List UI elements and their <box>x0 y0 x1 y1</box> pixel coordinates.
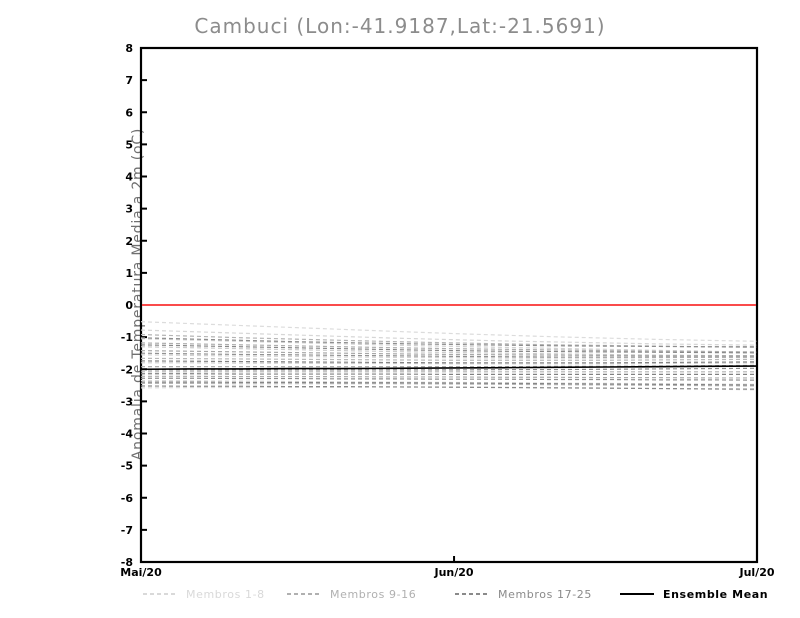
y-tick-label: 8 <box>125 42 133 55</box>
legend-swatch-icon <box>455 593 489 595</box>
ensemble-member-line <box>140 357 758 361</box>
y-tick-label: -5 <box>121 460 133 473</box>
legend-label: Ensemble Mean <box>663 587 769 601</box>
y-tick-label: 0 <box>125 299 133 312</box>
ensemble-member-line <box>140 354 758 359</box>
ensemble-member-line <box>141 362 758 365</box>
y-tick-label: 6 <box>125 106 133 119</box>
y-tick-label: -3 <box>121 395 133 408</box>
legend-label: Membros 1-8 <box>186 587 265 601</box>
x-tick-label: Jul/20 <box>738 566 774 579</box>
legend-swatch-icon <box>143 593 177 595</box>
y-tick-label: -1 <box>121 331 133 344</box>
ensemble-member-line <box>140 329 758 346</box>
ensemble-mean-line <box>140 365 758 371</box>
y-tick-label: 1 <box>125 267 133 280</box>
legend-item[interactable]: Membros 9-16 <box>287 585 416 603</box>
legend-label: Membros 17-25 <box>498 587 592 601</box>
ensemble-member-line <box>141 375 757 379</box>
ensemble-member-line <box>140 342 758 353</box>
legend-item[interactable]: Membros 17-25 <box>455 585 592 603</box>
ensemble-member-line <box>140 337 757 348</box>
legend-swatch-icon <box>287 593 321 595</box>
chart-title: Cambuci (Lon:-41.9187,Lat:-21.5691) <box>194 14 606 38</box>
legend-item[interactable]: Ensemble Mean <box>620 585 768 603</box>
y-tick-label: 2 <box>125 235 133 248</box>
ensemble-member-line <box>140 346 758 357</box>
ensemble-member-line <box>140 321 758 342</box>
y-tick-label: 4 <box>125 171 133 184</box>
y-tick-label: 3 <box>125 203 133 216</box>
y-tick-label: -8 <box>121 556 133 569</box>
ensemble-member-line <box>140 344 758 354</box>
ensemble-member-line <box>140 360 758 364</box>
x-tick-label: Mai/20 <box>120 566 162 579</box>
ensemble-member-line <box>141 377 758 381</box>
ensemble-member-line <box>140 338 758 353</box>
ensemble-member-line <box>141 364 758 368</box>
legend-item[interactable]: Membros 1-8 <box>143 585 265 603</box>
ensemble-member-line <box>141 367 758 371</box>
legend-swatch-icon <box>620 593 654 595</box>
ensemble-member-line <box>141 381 758 386</box>
y-tick-label: -2 <box>121 363 133 376</box>
ensemble-member-line <box>140 386 758 391</box>
ensemble-member-line <box>140 350 757 357</box>
ensemble-member-line <box>141 373 757 375</box>
y-tick-label: 7 <box>125 74 133 87</box>
ensemble-member-line <box>140 379 758 385</box>
ensemble-member-line <box>140 333 758 348</box>
ensemble-member-line <box>140 385 758 390</box>
x-tick-label: Jun/20 <box>434 566 474 579</box>
y-tick-label: -4 <box>121 428 134 441</box>
chart-legend: Membros 1-8 Membros 9-16 Membros 17-25 Ense… <box>0 585 800 605</box>
y-tick-label: -6 <box>121 492 134 505</box>
y-tick-label: -7 <box>121 524 133 537</box>
ensemble-member-line <box>140 352 757 358</box>
y-tick-label: 5 <box>125 138 133 151</box>
ensemble-member-line <box>141 382 758 387</box>
legend-label: Membros 9-16 <box>330 587 417 601</box>
